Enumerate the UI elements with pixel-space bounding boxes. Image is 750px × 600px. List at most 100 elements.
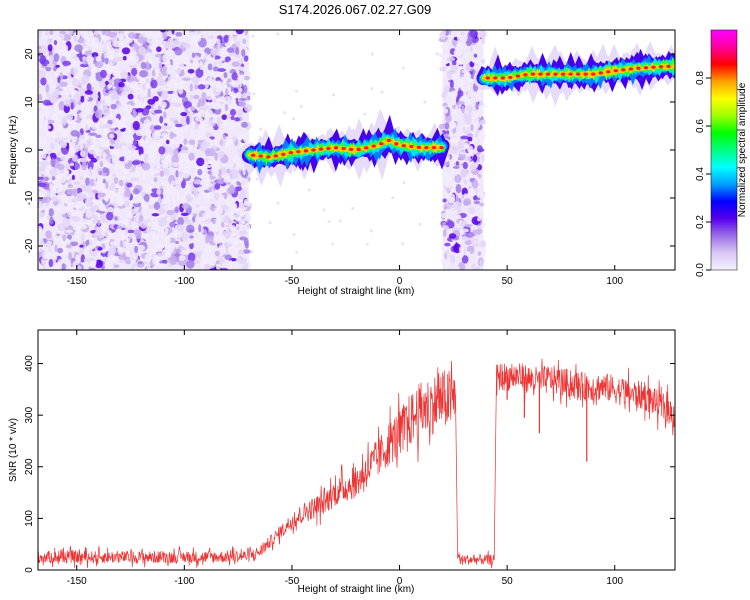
noise-blob [180, 112, 188, 117]
noise-blob [74, 73, 80, 80]
noise-blob [143, 230, 148, 234]
noise-blob [223, 215, 231, 224]
noise-blob [174, 206, 179, 213]
noise-blob [226, 127, 231, 131]
noise-blob [466, 182, 473, 188]
noise-blob [440, 245, 447, 251]
noise-blob [474, 266, 481, 270]
signal-peak [273, 154, 278, 158]
noise-blob [128, 115, 134, 120]
noise-blob [85, 208, 92, 219]
noise-blob [95, 155, 100, 161]
noise-blob [147, 98, 156, 105]
noise-blob [126, 182, 133, 188]
noise-blob [132, 98, 140, 103]
noise-blob [55, 64, 60, 68]
noise-blob [472, 179, 479, 189]
noise-blob [132, 199, 140, 204]
noise-blob [141, 107, 150, 116]
noise-blob [235, 97, 239, 104]
noise-blob [141, 88, 148, 99]
noise-blob [206, 101, 211, 107]
noise-blob [457, 143, 466, 150]
noise-blob [107, 73, 111, 78]
noise-blob [479, 259, 483, 267]
noise-blob [229, 120, 236, 129]
signal-peak [371, 144, 376, 148]
noise-blob [90, 157, 98, 163]
noise-blob [229, 259, 233, 270]
noise-dot [391, 196, 395, 200]
noise-blob [244, 75, 250, 81]
noise-blob [461, 69, 467, 73]
noise-blob [151, 235, 160, 242]
noise-blob [76, 60, 80, 67]
noise-blob [149, 247, 154, 254]
noise-blob [224, 56, 231, 62]
noise-dot [365, 242, 369, 246]
noise-blob [473, 53, 478, 58]
noise-blob [114, 264, 120, 268]
noise-blob [38, 109, 44, 120]
noise-blob [46, 235, 52, 239]
snr-xtick-label: 0 [397, 576, 403, 587]
noise-blob [464, 32, 468, 42]
noise-blob [188, 139, 196, 146]
noise-blob [231, 72, 238, 81]
snr-xtick-label: 100 [606, 576, 623, 587]
noise-blob [109, 194, 113, 201]
noise-blob [156, 46, 162, 53]
noise-blob [185, 259, 195, 269]
noise-blob [214, 250, 220, 256]
noise-dot [436, 52, 440, 56]
noise-blob [197, 109, 206, 118]
noise-blob [140, 153, 144, 158]
noise-blob [223, 62, 229, 70]
noise-blob [174, 140, 181, 148]
noise-blob [441, 91, 447, 99]
noise-blob [145, 61, 150, 71]
noise-blob [229, 99, 237, 103]
noise-blob [476, 216, 482, 222]
noise-blob [39, 240, 45, 246]
noise-blob [240, 209, 245, 218]
noise-blob [67, 184, 74, 188]
snr-ytick-label: 300 [24, 406, 35, 423]
noise-blob [454, 242, 459, 252]
noise-blob [232, 162, 237, 170]
noise-blob [476, 192, 486, 199]
noise-blob [195, 224, 199, 234]
noise-blob [456, 40, 461, 48]
signal-peak [409, 144, 414, 149]
noise-blob [214, 103, 221, 110]
noise-blob [452, 60, 457, 66]
noise-blob [89, 178, 95, 187]
noise-blob [203, 245, 213, 255]
noise-blob [192, 61, 198, 69]
noise-blob [175, 31, 183, 37]
noise-dot [370, 87, 374, 91]
noise-blob [222, 134, 226, 140]
noise-blob [104, 57, 109, 65]
noise-blob [231, 224, 236, 231]
spec-xtick-label: -100 [174, 276, 194, 287]
noise-blob [223, 95, 232, 106]
noise-blob [231, 61, 240, 67]
noise-blob [218, 169, 222, 178]
noise-blob [124, 162, 131, 170]
spec-xtick-label: 50 [502, 276, 514, 287]
noise-dot [276, 201, 280, 205]
signal-peak [493, 76, 498, 80]
noise-blob [76, 138, 80, 142]
noise-blob [171, 30, 175, 35]
noise-blob [475, 238, 479, 243]
noise-blob [467, 90, 474, 98]
noise-blob [142, 233, 150, 239]
noise-blob [110, 103, 117, 110]
noise-blob [241, 265, 248, 270]
noise-blob [134, 245, 139, 254]
noise-blob [165, 80, 173, 88]
noise-blob [155, 255, 165, 261]
